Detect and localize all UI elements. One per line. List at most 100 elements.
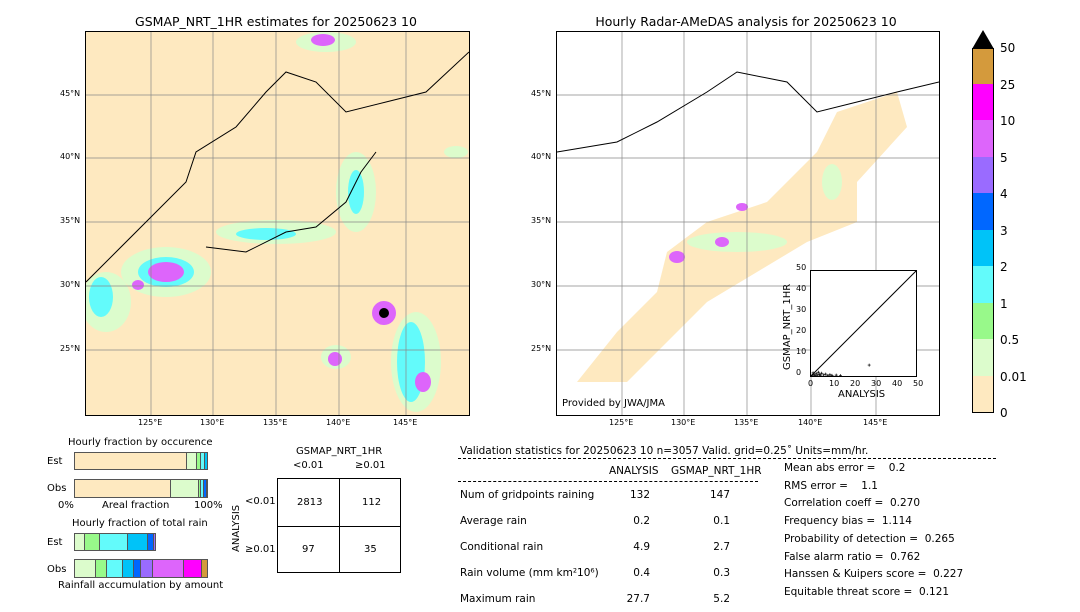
occ-xlabel: Areal fraction [102, 500, 170, 511]
colorbar-segment [973, 375, 993, 412]
left-map-title: GSMAP_NRT_1HR estimates for 20250623 10 [135, 14, 417, 29]
total-rain-est-bar [74, 533, 156, 551]
lon-tick: 140°E [326, 418, 351, 427]
scatter-ylabel: GSMAP_NRT_1HR [782, 283, 793, 370]
colorbar-extend-arrow [972, 30, 994, 49]
stats-col-analysis: ANALYSIS [609, 465, 659, 477]
lat-tick: 25°N [60, 344, 81, 353]
lon-tick: 135°E [734, 418, 759, 427]
scatter-point [811, 371, 815, 375]
fraction-segment [123, 560, 134, 577]
colorbar-segment [973, 229, 993, 266]
rain-est-label: Est [47, 537, 63, 548]
lat-tick: 45°N [60, 89, 81, 98]
scatter-point [867, 363, 871, 367]
fraction-segment [134, 560, 141, 577]
ct-cell: 112 [362, 497, 382, 508]
score: RMS error = 1.1 [784, 479, 878, 492]
fraction-segment [85, 534, 100, 550]
fraction-segment [75, 560, 96, 577]
lon-tick: 125°E [138, 418, 163, 427]
colorbar-label: 4 [1000, 187, 1008, 201]
occurrence-est-bar [74, 452, 208, 470]
lon-tick: 130°E [671, 418, 696, 427]
lat-tick: 35°N [60, 216, 81, 225]
fraction-segment [204, 480, 207, 497]
fraction-segment [100, 534, 128, 550]
gsmap-map [85, 31, 470, 416]
lat-tick: 45°N [531, 89, 552, 98]
fraction-segment [141, 560, 153, 577]
score: Frequency bias = 1.114 [784, 515, 912, 528]
scatter-x-tick: 20 [850, 379, 861, 388]
stats-col-gsmap: GSMAP_NRT_1HR [671, 465, 762, 477]
colorbar-label: 5 [1000, 150, 1008, 165]
fraction-segment [197, 453, 201, 469]
lat-tick: 40°N [60, 152, 81, 161]
stat-gsmap: 0.1 [713, 515, 730, 527]
right-map-title: Hourly Radar-AMeDAS analysis for 2025062… [595, 14, 897, 29]
ct-row1: <0.01 [245, 496, 276, 507]
colorbar-label: 0.5 [1000, 333, 1020, 347]
score: Mean abs error = 0.2 [784, 462, 906, 474]
gsmap-rain-field [86, 32, 469, 415]
fraction-segment [205, 453, 207, 469]
ct-cell: 35 [364, 544, 377, 555]
score: Probability of detection = 0.265 [784, 532, 955, 545]
stat-label: Conditional rain [460, 541, 544, 553]
lat-tick: 30°N [531, 280, 552, 289]
fraction-segment [171, 480, 199, 497]
lat-tick: 35°N [531, 216, 552, 225]
radar-rain-field [557, 32, 939, 415]
colorbar-label: 50 [1000, 41, 1016, 55]
colorbar-label: 2 [1000, 260, 1008, 274]
lat-tick: 25°N [531, 344, 552, 353]
score: Hanssen & Kuipers score = 0.227 [784, 568, 964, 581]
lat-tick: 30°N [60, 280, 81, 289]
stat-gsmap: 0.3 [713, 567, 730, 579]
stat-analysis: 132 [629, 489, 650, 501]
colorbar-segment [973, 302, 993, 339]
scatter-point [834, 373, 838, 377]
scatter-y-tick: 30 [796, 305, 807, 314]
colorbar-segment [973, 156, 993, 193]
colorbar [972, 47, 994, 413]
colorbar-segment [973, 266, 993, 303]
lon-tick: 130°E [200, 418, 225, 427]
ct-col2: ≥0.01 [355, 460, 386, 471]
colorbar-segment [973, 339, 993, 376]
stat-analysis: 4.9 [633, 541, 650, 553]
occurrence-title: Hourly fraction by occurence [68, 437, 213, 448]
lon-tick: 145°E [393, 418, 418, 427]
stat-label: Maximum rain [460, 593, 536, 605]
occ-x1: 100% [194, 500, 223, 511]
stat-analysis: 27.7 [626, 593, 650, 605]
fraction-segment [148, 534, 154, 550]
ct-col1: <0.01 [293, 460, 324, 471]
scatter-y-tick: 40 [796, 284, 807, 293]
colorbar-segment [973, 83, 993, 120]
fraction-segment [75, 453, 187, 469]
stat-gsmap: 5.2 [713, 593, 730, 605]
total-rain-obs-bar [74, 559, 208, 578]
colorbar-segment [973, 120, 993, 157]
one-to-one-line [810, 270, 917, 377]
colorbar-label: 0 [1000, 406, 1008, 420]
lon-tick: 145°E [863, 418, 888, 427]
scatter-x-tick: 0 [808, 379, 814, 388]
fraction-segment [202, 560, 207, 577]
rain-xlabel: Rainfall accumulation by amount [58, 580, 224, 591]
colorbar-label: 25 [1000, 77, 1016, 92]
colorbar-label: 10 [1000, 114, 1016, 128]
colorbar-label: 3 [1000, 223, 1008, 238]
colorbar-segment [973, 193, 993, 230]
fraction-segment [187, 453, 197, 469]
scatter-point [816, 370, 820, 374]
fraction-segment [207, 480, 208, 497]
ct-row-title: ANALYSIS [231, 504, 242, 552]
scatter-y-tick: 0 [796, 368, 802, 377]
scatter-point [822, 373, 826, 377]
scatter-xlabel: ANALYSIS [838, 389, 886, 400]
lon-tick: 135°E [263, 418, 288, 427]
occurrence-obs-bar [74, 479, 208, 498]
